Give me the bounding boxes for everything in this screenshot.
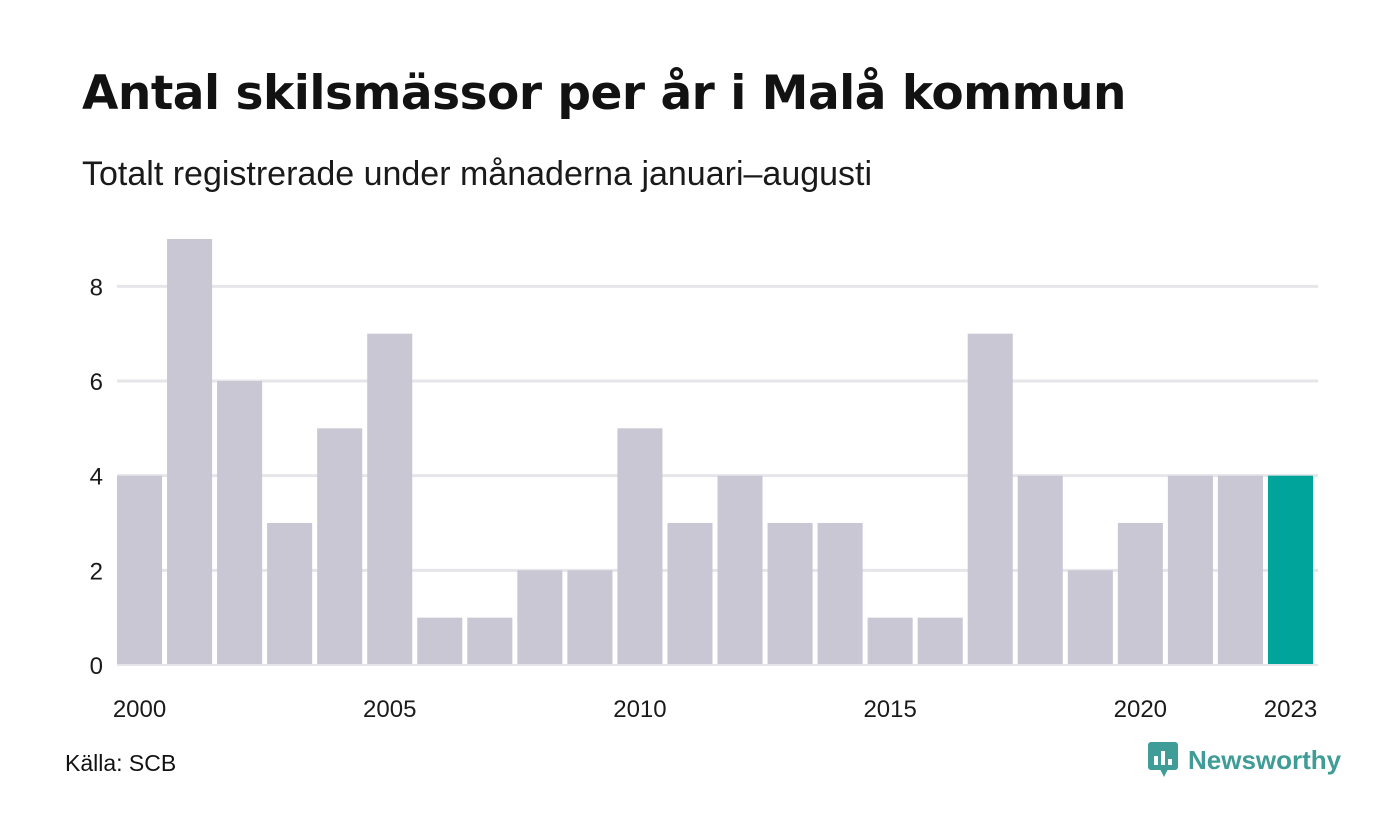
bar-2016: [917, 617, 963, 665]
x-tick-label: 2015: [863, 696, 916, 723]
newsworthy-brand: Newsworthy: [1148, 742, 1341, 778]
bar-2010: [617, 428, 663, 665]
x-tick-label: 2020: [1114, 696, 1167, 723]
x-tick-label: 2005: [363, 696, 416, 723]
x-tick-label: 2010: [613, 696, 666, 723]
source-label: Källa: SCB: [65, 750, 177, 776]
bar-2019: [1067, 570, 1113, 665]
bar-2011: [667, 523, 713, 665]
bar-2014: [817, 523, 863, 665]
bar-2023: [1267, 475, 1313, 665]
newsworthy-logo-icon: [1148, 742, 1178, 777]
bar-2006: [417, 617, 463, 665]
bar-2020: [1117, 523, 1163, 665]
bar-2015: [867, 617, 913, 665]
x-tick-label: 2000: [113, 696, 166, 723]
bar-2003: [267, 523, 313, 665]
brand-name: Newsworthy: [1188, 744, 1342, 775]
bar-2004: [317, 428, 363, 665]
bar-2021: [1167, 475, 1213, 665]
bar-2018: [1017, 475, 1063, 665]
y-tick-label: 4: [90, 464, 103, 491]
y-tick-label: 6: [90, 369, 103, 396]
bar-2022: [1217, 475, 1263, 665]
y-tick-label: 0: [90, 653, 103, 680]
bar-2001: [167, 239, 213, 665]
x-tick-label: 2023: [1264, 696, 1317, 723]
chart-subtitle: Totalt registrerade under månaderna janu…: [82, 155, 873, 193]
bar-2009: [567, 570, 613, 665]
bar-2013: [767, 523, 813, 665]
y-tick-label: 2: [90, 558, 103, 585]
y-tick-label: 8: [90, 274, 103, 301]
chart-title: Antal skilsmässor per år i Malå kommun: [82, 66, 1127, 121]
bar-2007: [467, 617, 513, 665]
bar-2012: [717, 475, 763, 665]
bar-2002: [217, 381, 263, 665]
bar-2017: [967, 333, 1013, 665]
bar-2000: [117, 475, 163, 665]
bar-2005: [367, 333, 413, 665]
bar-2008: [517, 570, 563, 665]
